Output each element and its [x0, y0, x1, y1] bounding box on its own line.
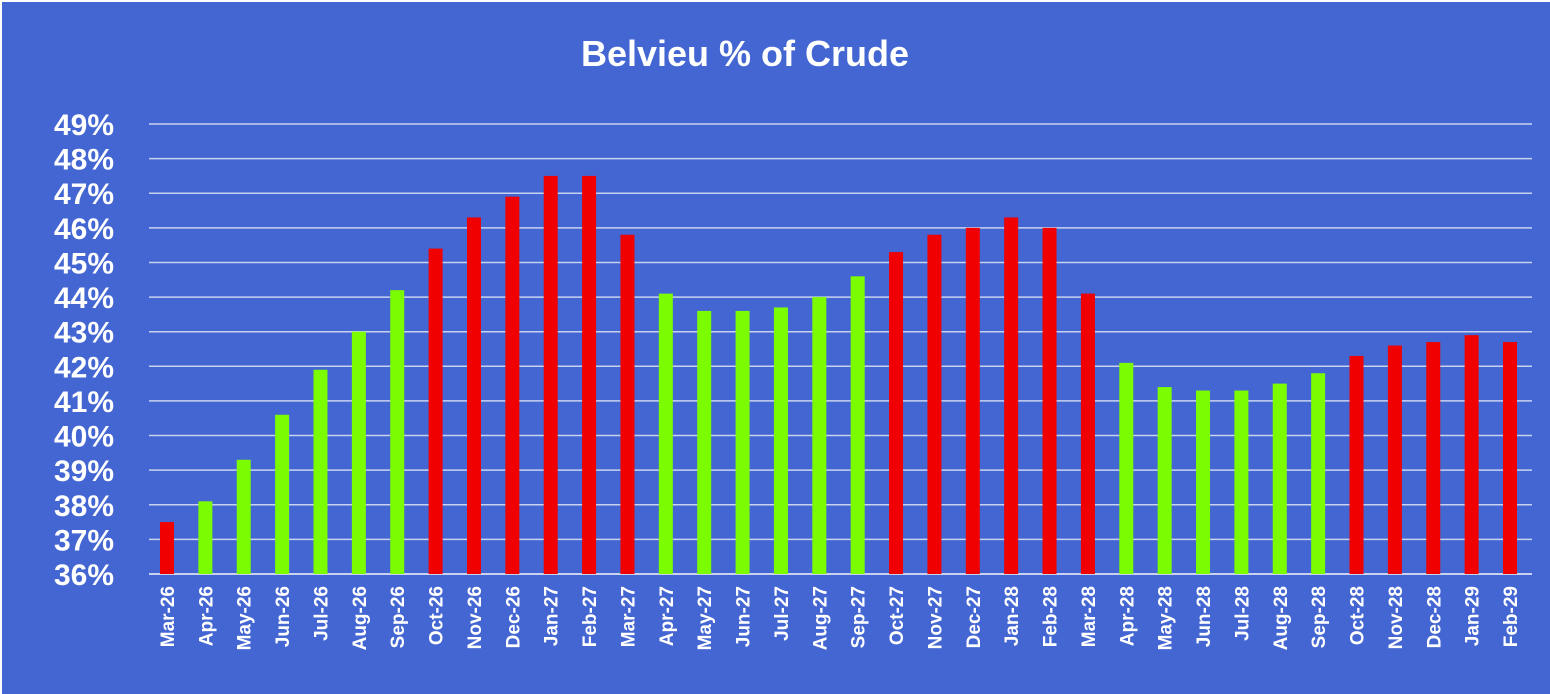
- bar-Oct-28: [1349, 355, 1364, 574]
- bar-Aug-27: [812, 297, 827, 574]
- x-tick-label: Oct-26: [427, 586, 448, 645]
- x-tick-label: Jan-29: [1463, 586, 1484, 646]
- x-tick-label: Jul-27: [772, 586, 793, 641]
- y-tick-label: 47%: [54, 178, 114, 211]
- x-tick-label: Feb-29: [1501, 586, 1522, 647]
- x-axis-ticks: Mar-26 Apr-26 May-26 Jun-26 Jul-26 Aug-26 Sep-…: [158, 586, 1522, 650]
- bar-Aug-28: [1272, 383, 1287, 574]
- bar-May-28: [1157, 387, 1172, 574]
- x-tick-label: Mar-26: [158, 586, 179, 647]
- y-tick-label: 42%: [54, 351, 114, 384]
- x-tick-label: May-27: [695, 586, 716, 650]
- bar-Dec-26: [505, 196, 520, 574]
- gridlines: [149, 123, 1532, 575]
- bar-Feb-27: [582, 175, 597, 574]
- x-tick-label: Apr-28: [1117, 586, 1138, 646]
- y-tick-label: 36%: [54, 559, 114, 592]
- x-tick-label: Aug-26: [350, 586, 371, 650]
- bar-Nov-28: [1387, 345, 1402, 574]
- bar-Apr-28: [1119, 362, 1134, 574]
- x-tick-label: Jul-28: [1232, 586, 1253, 641]
- bar-Jun-26: [275, 414, 290, 574]
- x-tick-label: Nov-28: [1386, 586, 1407, 649]
- chart-title: Belvieu % of Crude: [581, 33, 909, 74]
- x-tick-label: Aug-28: [1271, 586, 1292, 650]
- x-tick-label: Sep-28: [1309, 586, 1330, 648]
- x-tick-label: Jun-27: [734, 586, 755, 647]
- x-tick-label: Oct-28: [1348, 586, 1369, 645]
- bar-Oct-27: [889, 252, 904, 575]
- bar-Nov-27: [927, 234, 942, 574]
- y-tick-label: 38%: [54, 490, 114, 523]
- x-tick-label: Dec-28: [1424, 586, 1445, 648]
- bar-Apr-27: [658, 293, 673, 574]
- x-tick-label: Dec-26: [503, 586, 524, 648]
- bar-Jan-29: [1464, 335, 1479, 574]
- bar-Feb-28: [1042, 227, 1057, 574]
- y-tick-label: 39%: [54, 455, 114, 488]
- bar-Jan-28: [1004, 217, 1019, 574]
- bars: [160, 175, 1517, 575]
- x-tick-label: May-26: [235, 586, 256, 650]
- y-tick-label: 46%: [54, 213, 114, 246]
- x-tick-label: Jul-26: [311, 586, 332, 641]
- bar-Oct-26: [428, 248, 443, 574]
- bar-Mar-26: [160, 522, 174, 574]
- x-tick-label: Jan-27: [542, 586, 563, 646]
- y-tick-label: 41%: [54, 386, 114, 419]
- x-tick-label: Apr-26: [196, 586, 217, 646]
- bar-Jul-28: [1234, 390, 1249, 574]
- x-tick-label: May-28: [1156, 586, 1177, 650]
- bar-Sep-26: [390, 290, 405, 574]
- bar-Aug-26: [351, 331, 366, 574]
- x-tick-label: Jan-28: [1002, 586, 1023, 646]
- bar-May-27: [697, 310, 712, 574]
- x-tick-label: Feb-27: [580, 586, 601, 647]
- x-tick-label: Sep-26: [388, 586, 409, 648]
- x-tick-label: Oct-27: [887, 586, 908, 645]
- y-axis-ticks: 36%37%38%39%40%41%42%43%44%45%46%47%48%4…: [54, 109, 114, 592]
- x-tick-label: Mar-27: [618, 586, 639, 647]
- x-tick-label: Mar-28: [1079, 586, 1100, 647]
- y-tick-label: 43%: [54, 317, 114, 350]
- x-tick-label: Sep-27: [849, 586, 870, 648]
- x-tick-label: Apr-27: [657, 586, 678, 646]
- x-tick-label: Nov-27: [925, 586, 946, 649]
- y-tick-label: 44%: [54, 282, 114, 315]
- bar-Nov-26: [466, 217, 481, 574]
- x-tick-label: Nov-26: [465, 586, 486, 649]
- x-tick-label: Feb-28: [1041, 586, 1062, 647]
- bar-Apr-26: [198, 501, 213, 574]
- x-tick-label: Jun-26: [273, 586, 294, 647]
- bar-Dec-27: [965, 227, 980, 574]
- y-tick-label: 40%: [54, 421, 114, 454]
- bar-Jun-27: [735, 310, 750, 574]
- bar-May-26: [236, 459, 251, 574]
- y-tick-label: 45%: [54, 247, 114, 280]
- bar-Jul-27: [773, 307, 788, 574]
- bar-Jun-28: [1196, 390, 1211, 574]
- bar-Jul-26: [313, 369, 328, 574]
- y-tick-label: 49%: [54, 109, 114, 142]
- bar-Mar-28: [1080, 293, 1095, 574]
- bar-Sep-27: [850, 276, 865, 574]
- bar-Jan-27: [543, 175, 558, 574]
- y-tick-label: 48%: [54, 144, 114, 177]
- x-tick-label: Dec-27: [964, 586, 985, 648]
- bar-Sep-28: [1311, 373, 1326, 574]
- bar-Mar-27: [620, 234, 635, 574]
- y-tick-label: 37%: [54, 524, 114, 557]
- bar-Dec-28: [1426, 342, 1441, 574]
- bar-Feb-29: [1503, 342, 1517, 574]
- x-tick-label: Aug-27: [810, 586, 831, 650]
- x-tick-label: Jun-28: [1194, 586, 1215, 647]
